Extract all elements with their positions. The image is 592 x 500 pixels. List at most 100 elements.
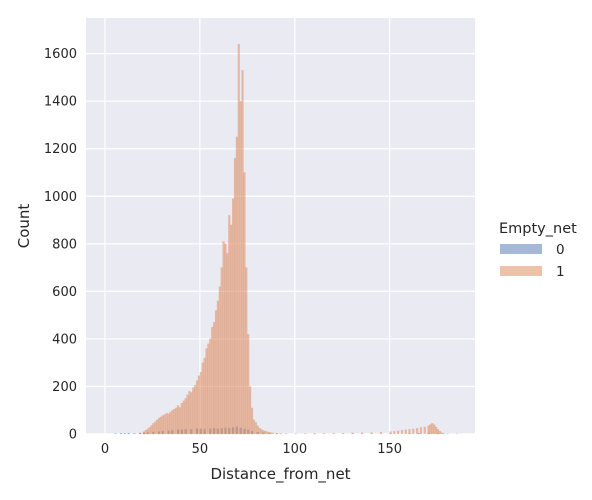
histogram-bar-series-1 (429, 424, 432, 435)
histogram-bar-series-1 (412, 428, 415, 435)
y-tick-label: 1400 (44, 95, 77, 110)
histogram-bar-series-1 (180, 402, 183, 435)
histogram-bar-series-1 (197, 375, 201, 435)
histogram-bar-series-1 (243, 172, 246, 435)
histogram-bar-series-1 (146, 428, 149, 435)
histogram-bar-series-1 (254, 421, 257, 435)
histogram-bar-series-1 (161, 415, 164, 435)
histogram-bar-series-1 (250, 407, 254, 435)
histogram-bar-series-1 (442, 433, 445, 435)
y-tick-label: 1000 (44, 190, 77, 205)
histogram-bar-series-1 (216, 300, 219, 435)
histogram-bar-series-1 (220, 267, 223, 435)
y-axis-label: Count (15, 204, 33, 249)
histogram-bar-series-1 (154, 421, 157, 435)
histogram-bar-series-1 (184, 398, 187, 435)
histogram-bar-series-1 (159, 416, 163, 435)
legend: Empty_net 0 1 (499, 221, 577, 280)
histogram-bar-series-1 (150, 425, 153, 435)
histogram-bar-series-1 (249, 386, 252, 435)
histogram-bar-series-1 (207, 343, 210, 435)
histogram-bar-series-1 (416, 427, 419, 435)
histogram-bar-series-1 (169, 411, 172, 435)
histogram-bar-series-1 (397, 430, 400, 435)
histogram-bar-series-1 (431, 423, 434, 435)
plot-area-background (86, 18, 475, 434)
histogram-bar-series-1 (258, 427, 261, 435)
histogram-bar-series-1 (192, 387, 195, 435)
histogram-bar-series-1 (186, 394, 189, 435)
y-tick-label: 1200 (44, 142, 77, 157)
histogram-bar-series-1 (423, 426, 426, 435)
histogram-bar-series-1 (275, 432, 278, 435)
histogram-bar-series-1 (262, 430, 265, 435)
histogram-bar-series-1 (203, 357, 206, 435)
y-tick-label: 0 (69, 428, 77, 443)
y-tick-label: 400 (52, 332, 77, 347)
legend-label-series-0: 0 (556, 242, 565, 258)
histogram-bar-series-1 (142, 431, 145, 435)
histogram-bar-series-1 (199, 372, 202, 435)
y-tick-label: 1600 (44, 47, 77, 62)
histogram-bar-series-1 (342, 432, 345, 435)
histogram-bar-series-1 (237, 43, 240, 435)
histogram-bar-series-1 (176, 405, 180, 435)
histogram-bar-series-1 (271, 432, 275, 435)
histogram-bar-series-1 (228, 215, 231, 435)
histogram-bar-series-1 (360, 432, 364, 435)
histogram-bar-series-1 (211, 326, 214, 435)
histogram-bar-series-1 (182, 400, 185, 435)
histogram-bar-series-1 (247, 334, 250, 435)
x-tick-label: 0 (101, 442, 109, 457)
histogram-bar-series-1 (332, 433, 335, 435)
histogram-bar-series-1 (400, 430, 404, 435)
histogram-bar-series-1 (252, 419, 256, 435)
histogram-bar-series-1 (264, 430, 267, 435)
histogram-bar-series-1 (241, 70, 244, 435)
histogram-bar-series-1 (260, 429, 263, 435)
histogram-bar-series-1 (231, 198, 235, 435)
histogram-bar-series-1 (279, 433, 282, 435)
histogram-bar-series-1 (209, 338, 212, 435)
histogram-bar-series-1 (351, 432, 354, 435)
histogram-bar-series-1 (266, 431, 269, 435)
histogram-bar-series-1 (408, 429, 411, 435)
histogram-bar-series-0 (417, 433, 421, 435)
histogram-bar-series-1 (230, 224, 233, 435)
histogram-bars (114, 43, 459, 435)
histogram-bar-series-1 (323, 433, 326, 435)
histogram-bar-series-1 (268, 431, 271, 435)
x-tick-label: 50 (192, 442, 209, 457)
histogram-bar-series-1 (245, 267, 248, 435)
histogram-bar-series-1 (440, 432, 443, 435)
histogram-bar-series-1 (370, 432, 373, 435)
histogram-bar-series-1 (233, 158, 237, 435)
legend-swatch-series-0 (500, 244, 542, 254)
y-tick-label: 800 (52, 237, 77, 252)
histogram-bar-series-1 (171, 410, 174, 435)
histogram-bar-series-1 (167, 413, 170, 435)
legend-label-series-1: 1 (556, 264, 565, 280)
histogram-bar-series-1 (188, 391, 191, 435)
histogram-bar-series-1 (201, 362, 204, 435)
histogram-bar-series-1 (156, 419, 159, 435)
x-axis-label: Distance_from_net (210, 465, 350, 484)
histogram-bar-series-1 (194, 385, 197, 435)
y-tick-label: 200 (52, 380, 77, 395)
histogram-bar-series-1 (138, 432, 142, 435)
histogram-bar-series-1 (163, 414, 166, 435)
histogram-bar-series-1 (235, 136, 238, 435)
histogram-bar-series-1 (152, 423, 155, 435)
histogram-bar-series-1 (438, 430, 441, 435)
histogram-bar-series-1 (256, 425, 259, 435)
x-tick-label: 150 (377, 442, 402, 457)
histogram-bar-series-1 (205, 348, 208, 435)
histogram-bar-series-0 (133, 433, 136, 435)
histogram-bar-series-1 (404, 429, 407, 435)
histogram-bar-series-1 (389, 431, 392, 435)
legend-swatch-series-1 (500, 266, 542, 276)
histogram-bar-series-1 (393, 430, 396, 435)
histogram-bar-series-1 (226, 253, 229, 435)
histogram-bar-series-1 (224, 243, 227, 435)
